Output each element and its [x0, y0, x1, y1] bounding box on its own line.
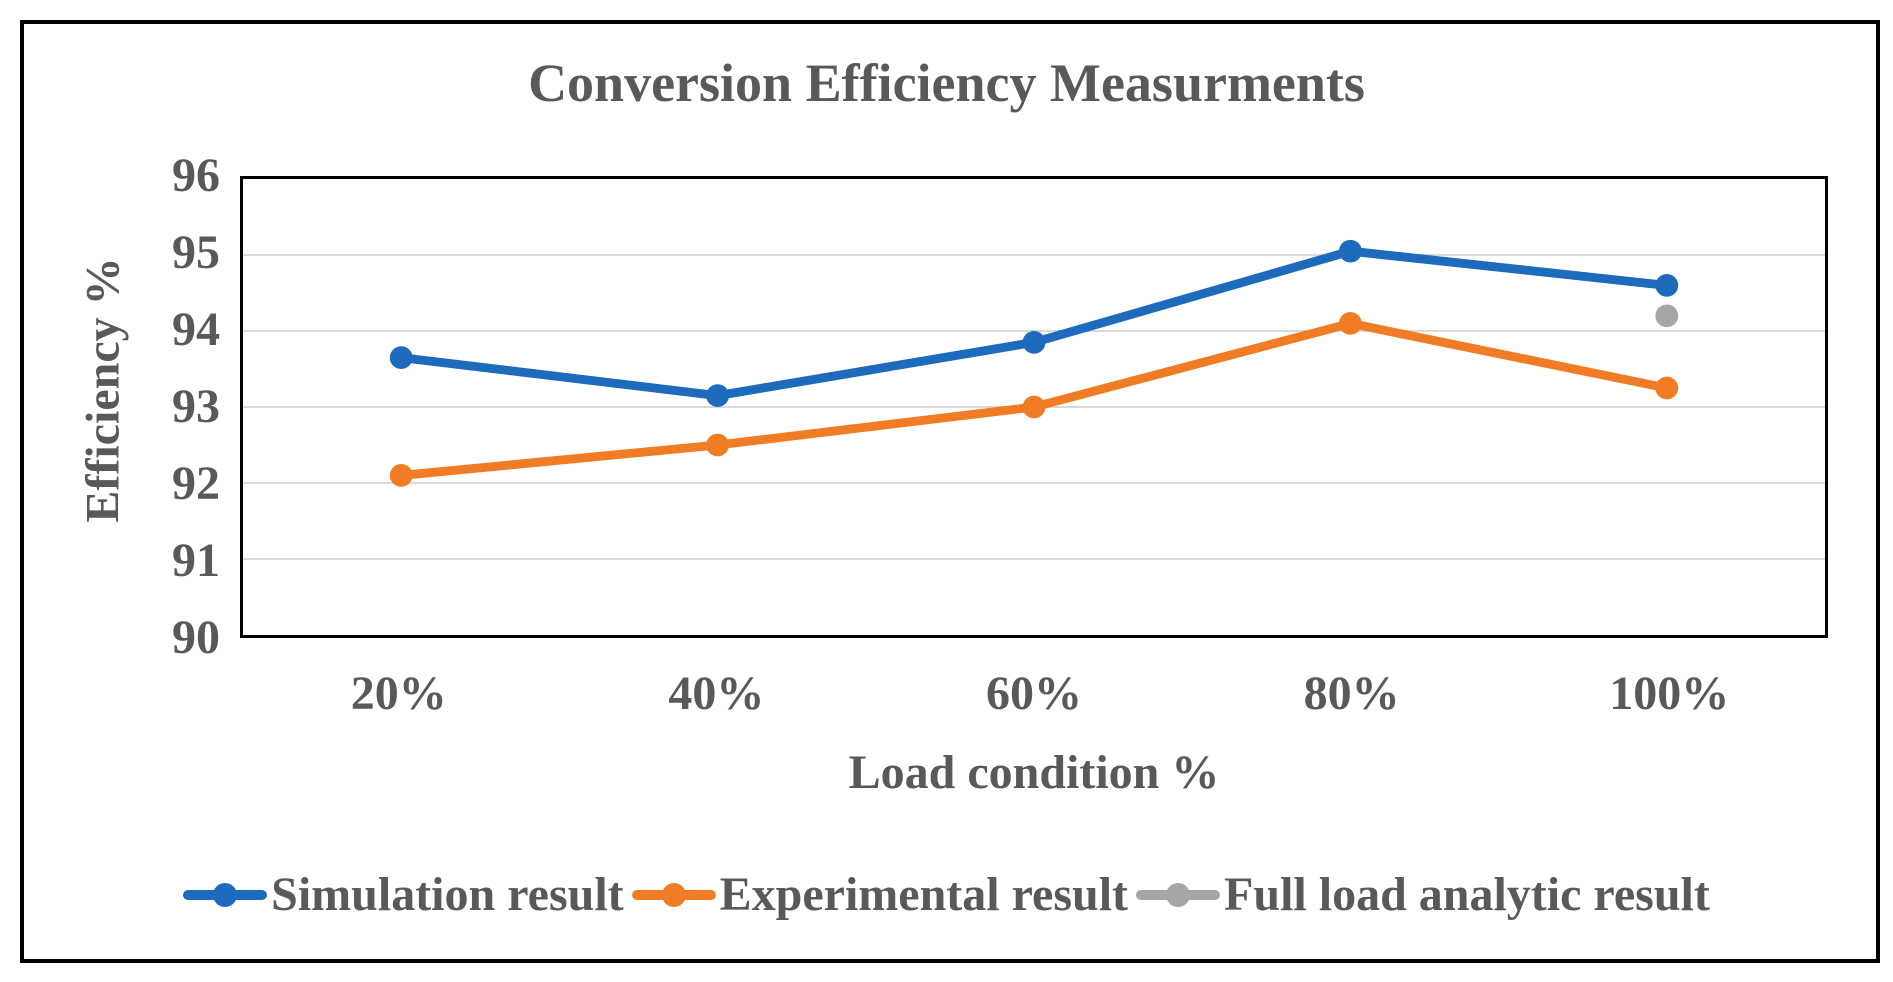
legend-marker-icon	[183, 881, 268, 909]
legend-label: Simulation result	[271, 868, 624, 921]
legend-item-experimental-result: Experimental result	[631, 866, 1129, 924]
legend-item-full-load-analytic-result: Full load analytic result	[1136, 866, 1710, 924]
y-tick-label-94: 94	[172, 303, 220, 356]
legend-marker-icon	[631, 881, 716, 909]
legend-dot-icon	[213, 883, 238, 907]
data-point-full-load-analytic-result	[1655, 304, 1679, 328]
data-point-simulation-result	[1655, 274, 1679, 297]
x-tick-label-100pct: 100%	[1609, 667, 1730, 720]
y-tick-label-96: 96	[172, 149, 220, 202]
plot-canvas	[243, 239, 1825, 560]
legend-label: Experimental result	[719, 868, 1129, 921]
y-tick-label-95: 95	[172, 226, 220, 279]
data-point-simulation-result	[389, 346, 413, 369]
x-tick-label-60pct: 60%	[986, 667, 1082, 720]
data-point-simulation-result	[706, 384, 730, 407]
figure-border	[20, 20, 1880, 963]
x-tick-label-40pct: 40%	[668, 667, 765, 720]
data-point-experimental-result	[706, 433, 730, 457]
y-tick-label-90: 90	[172, 611, 220, 664]
plot-area	[240, 176, 1828, 638]
chart-title: Conversion Efficiency Measurments	[528, 53, 1365, 113]
x-tick-label-80pct: 80%	[1303, 667, 1400, 720]
x-tick-label-20pct: 20%	[350, 667, 447, 720]
data-point-experimental-result	[1338, 312, 1362, 335]
chart-legend: Simulation result Experimental result Full…	[30, 864, 1863, 926]
y-tick-label-92: 92	[172, 457, 220, 510]
data-point-experimental-result	[1022, 395, 1046, 419]
legend-marker-icon	[1136, 881, 1221, 909]
legend-dot-icon	[1166, 883, 1191, 907]
series-line-simulation-result	[396, 246, 1672, 401]
y-tick-label-91: 91	[172, 534, 220, 587]
legend-dot-icon	[661, 883, 686, 907]
data-point-simulation-result	[1338, 239, 1362, 263]
data-point-experimental-result	[389, 464, 413, 487]
legend-label: Full load analytic result	[1224, 868, 1710, 921]
data-point-simulation-result	[1022, 331, 1046, 354]
legend-item-simulation-result: Simulation result	[183, 866, 624, 924]
x-axis-title: Load condition %	[848, 746, 1220, 799]
data-point-experimental-result	[1655, 376, 1679, 400]
y-tick-label-93: 93	[172, 380, 220, 433]
